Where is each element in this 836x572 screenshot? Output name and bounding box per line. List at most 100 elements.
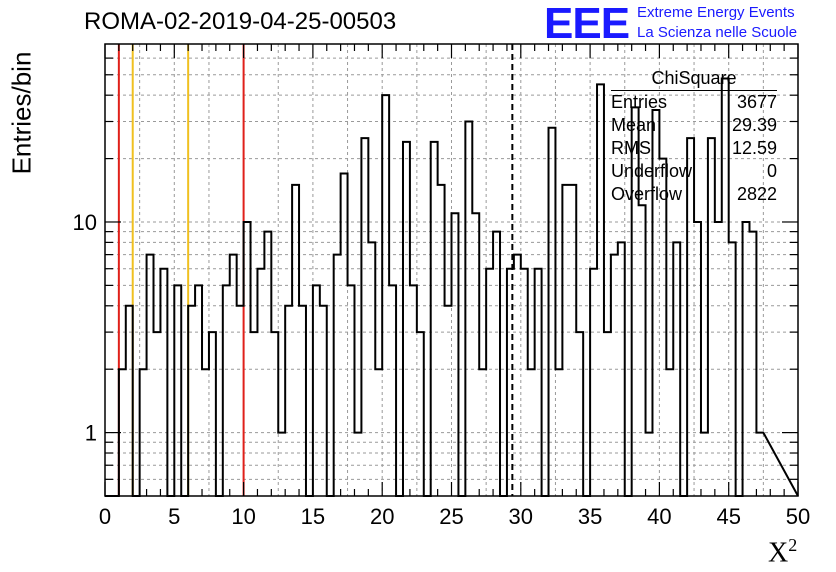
histogram-bin [299, 306, 306, 496]
stats-box: ChiSquare Entries 3677 Mean 29.39 RMS 12… [611, 68, 777, 206]
histogram-bin [271, 332, 278, 496]
x-tick-label: 0 [99, 504, 111, 529]
x-axis-label-sup: 2 [788, 535, 798, 555]
histogram-bin [188, 306, 195, 496]
histogram-bin [147, 255, 154, 496]
stats-label: Entries [611, 92, 668, 112]
histogram-bin [285, 306, 292, 496]
stats-value: 29.39 [731, 115, 777, 135]
histogram-bin [555, 369, 562, 496]
stats-title: ChiSquare [611, 68, 777, 91]
stats-row-overflow: Overflow 2822 [611, 183, 777, 206]
stats-label: Overflow [611, 184, 683, 204]
y-tick-label: 1 [85, 421, 97, 446]
histogram-bin [410, 285, 417, 496]
stats-row-underflow: Underflow 0 [611, 160, 777, 183]
histogram-bin [223, 285, 230, 496]
stats-label: Mean [611, 115, 657, 135]
histogram-bin [576, 332, 583, 496]
histogram-bin [334, 255, 341, 496]
histogram-bin [749, 232, 756, 496]
histogram-bin [549, 128, 556, 496]
histogram-bin [701, 433, 708, 496]
histogram-bin [154, 332, 161, 496]
x-tick-label: 25 [439, 504, 463, 529]
stats-value: 12.59 [731, 138, 777, 158]
histogram-bin [438, 185, 445, 496]
histogram-bin [292, 185, 299, 496]
histogram-bin [528, 369, 535, 496]
histogram-bin [659, 159, 666, 496]
stats-value: 3677 [736, 92, 777, 112]
histogram-bin [320, 306, 327, 496]
histogram-bin [257, 269, 264, 496]
histogram-bin [417, 332, 424, 496]
axis-tick-labels: 0 5 10 15 20 25 30 35 40 45 50 1 10 [73, 210, 811, 529]
histogram-bin [597, 84, 604, 496]
x-tick-label: 40 [647, 504, 671, 529]
histogram-bin [673, 242, 680, 496]
histogram-bin [174, 285, 181, 496]
histogram-bin [230, 255, 237, 496]
histogram-bin [354, 433, 361, 496]
histogram-bin [618, 242, 625, 496]
histogram-bin [195, 285, 202, 496]
x-tick-label: 10 [231, 504, 255, 529]
histogram-bin [756, 433, 763, 496]
x-tick-label: 50 [786, 504, 810, 529]
histogram-bin [604, 332, 611, 496]
chart-title: ROMA-02-2019-04-25-00503 [84, 8, 397, 35]
histogram-bin [486, 269, 493, 496]
x-axis-label: X2 [768, 535, 797, 569]
histogram-bin [465, 122, 472, 496]
histogram-bin [445, 306, 452, 496]
histogram-bin [472, 213, 479, 496]
histogram-bin [611, 255, 618, 496]
x-tick-label: 45 [716, 504, 740, 529]
logo-line-1: Extreme Energy Events [637, 4, 795, 21]
stats-row-mean: Mean 29.39 [611, 114, 777, 137]
histogram-bin [202, 369, 209, 496]
histogram-bin [389, 285, 396, 496]
histogram-bin [507, 269, 514, 496]
x-axis-label-base: X [768, 537, 789, 569]
histogram-bin [715, 222, 722, 496]
stats-label: RMS [611, 138, 651, 158]
histogram-bin [479, 369, 486, 496]
grid-lines [105, 44, 798, 496]
histogram-bin [251, 332, 258, 496]
stats-label: Underflow [611, 161, 693, 181]
histogram-bin [729, 242, 736, 496]
histogram-bin [348, 285, 355, 496]
histogram-bin [569, 185, 576, 496]
histogram-bin [126, 306, 133, 496]
x-tick-label: 35 [578, 504, 602, 529]
axis-ticks [104, 44, 799, 496]
histogram-bin [639, 205, 646, 496]
eee-logo: EEE [544, 0, 630, 48]
y-axis-label: Entries/bin [6, 51, 37, 175]
logo-line-2: La Scienza nelle Scuole [637, 24, 798, 41]
y-tick-label: 10 [73, 210, 97, 235]
histogram-bin [361, 138, 368, 496]
histogram-bin [743, 222, 750, 496]
histogram-bin [694, 222, 701, 496]
histogram-bin [278, 433, 285, 496]
histogram-bin [452, 213, 459, 496]
histogram-bin [382, 95, 389, 496]
histogram-bin [264, 232, 271, 496]
histogram-bin [209, 332, 216, 496]
x-tick-label: 20 [370, 504, 394, 529]
histogram-bin [431, 142, 438, 496]
histogram-bin [160, 269, 167, 496]
x-tick-label: 30 [509, 504, 533, 529]
histogram-bin [590, 269, 597, 496]
stats-row-entries: Entries 3677 [611, 91, 777, 114]
histogram-bin [313, 285, 320, 496]
histogram-bin [521, 269, 528, 496]
stats-value: 2822 [736, 184, 777, 204]
histogram-bin [646, 433, 653, 496]
stats-row-rms: RMS 12.59 [611, 137, 777, 160]
stats-value: 0 [766, 161, 777, 181]
